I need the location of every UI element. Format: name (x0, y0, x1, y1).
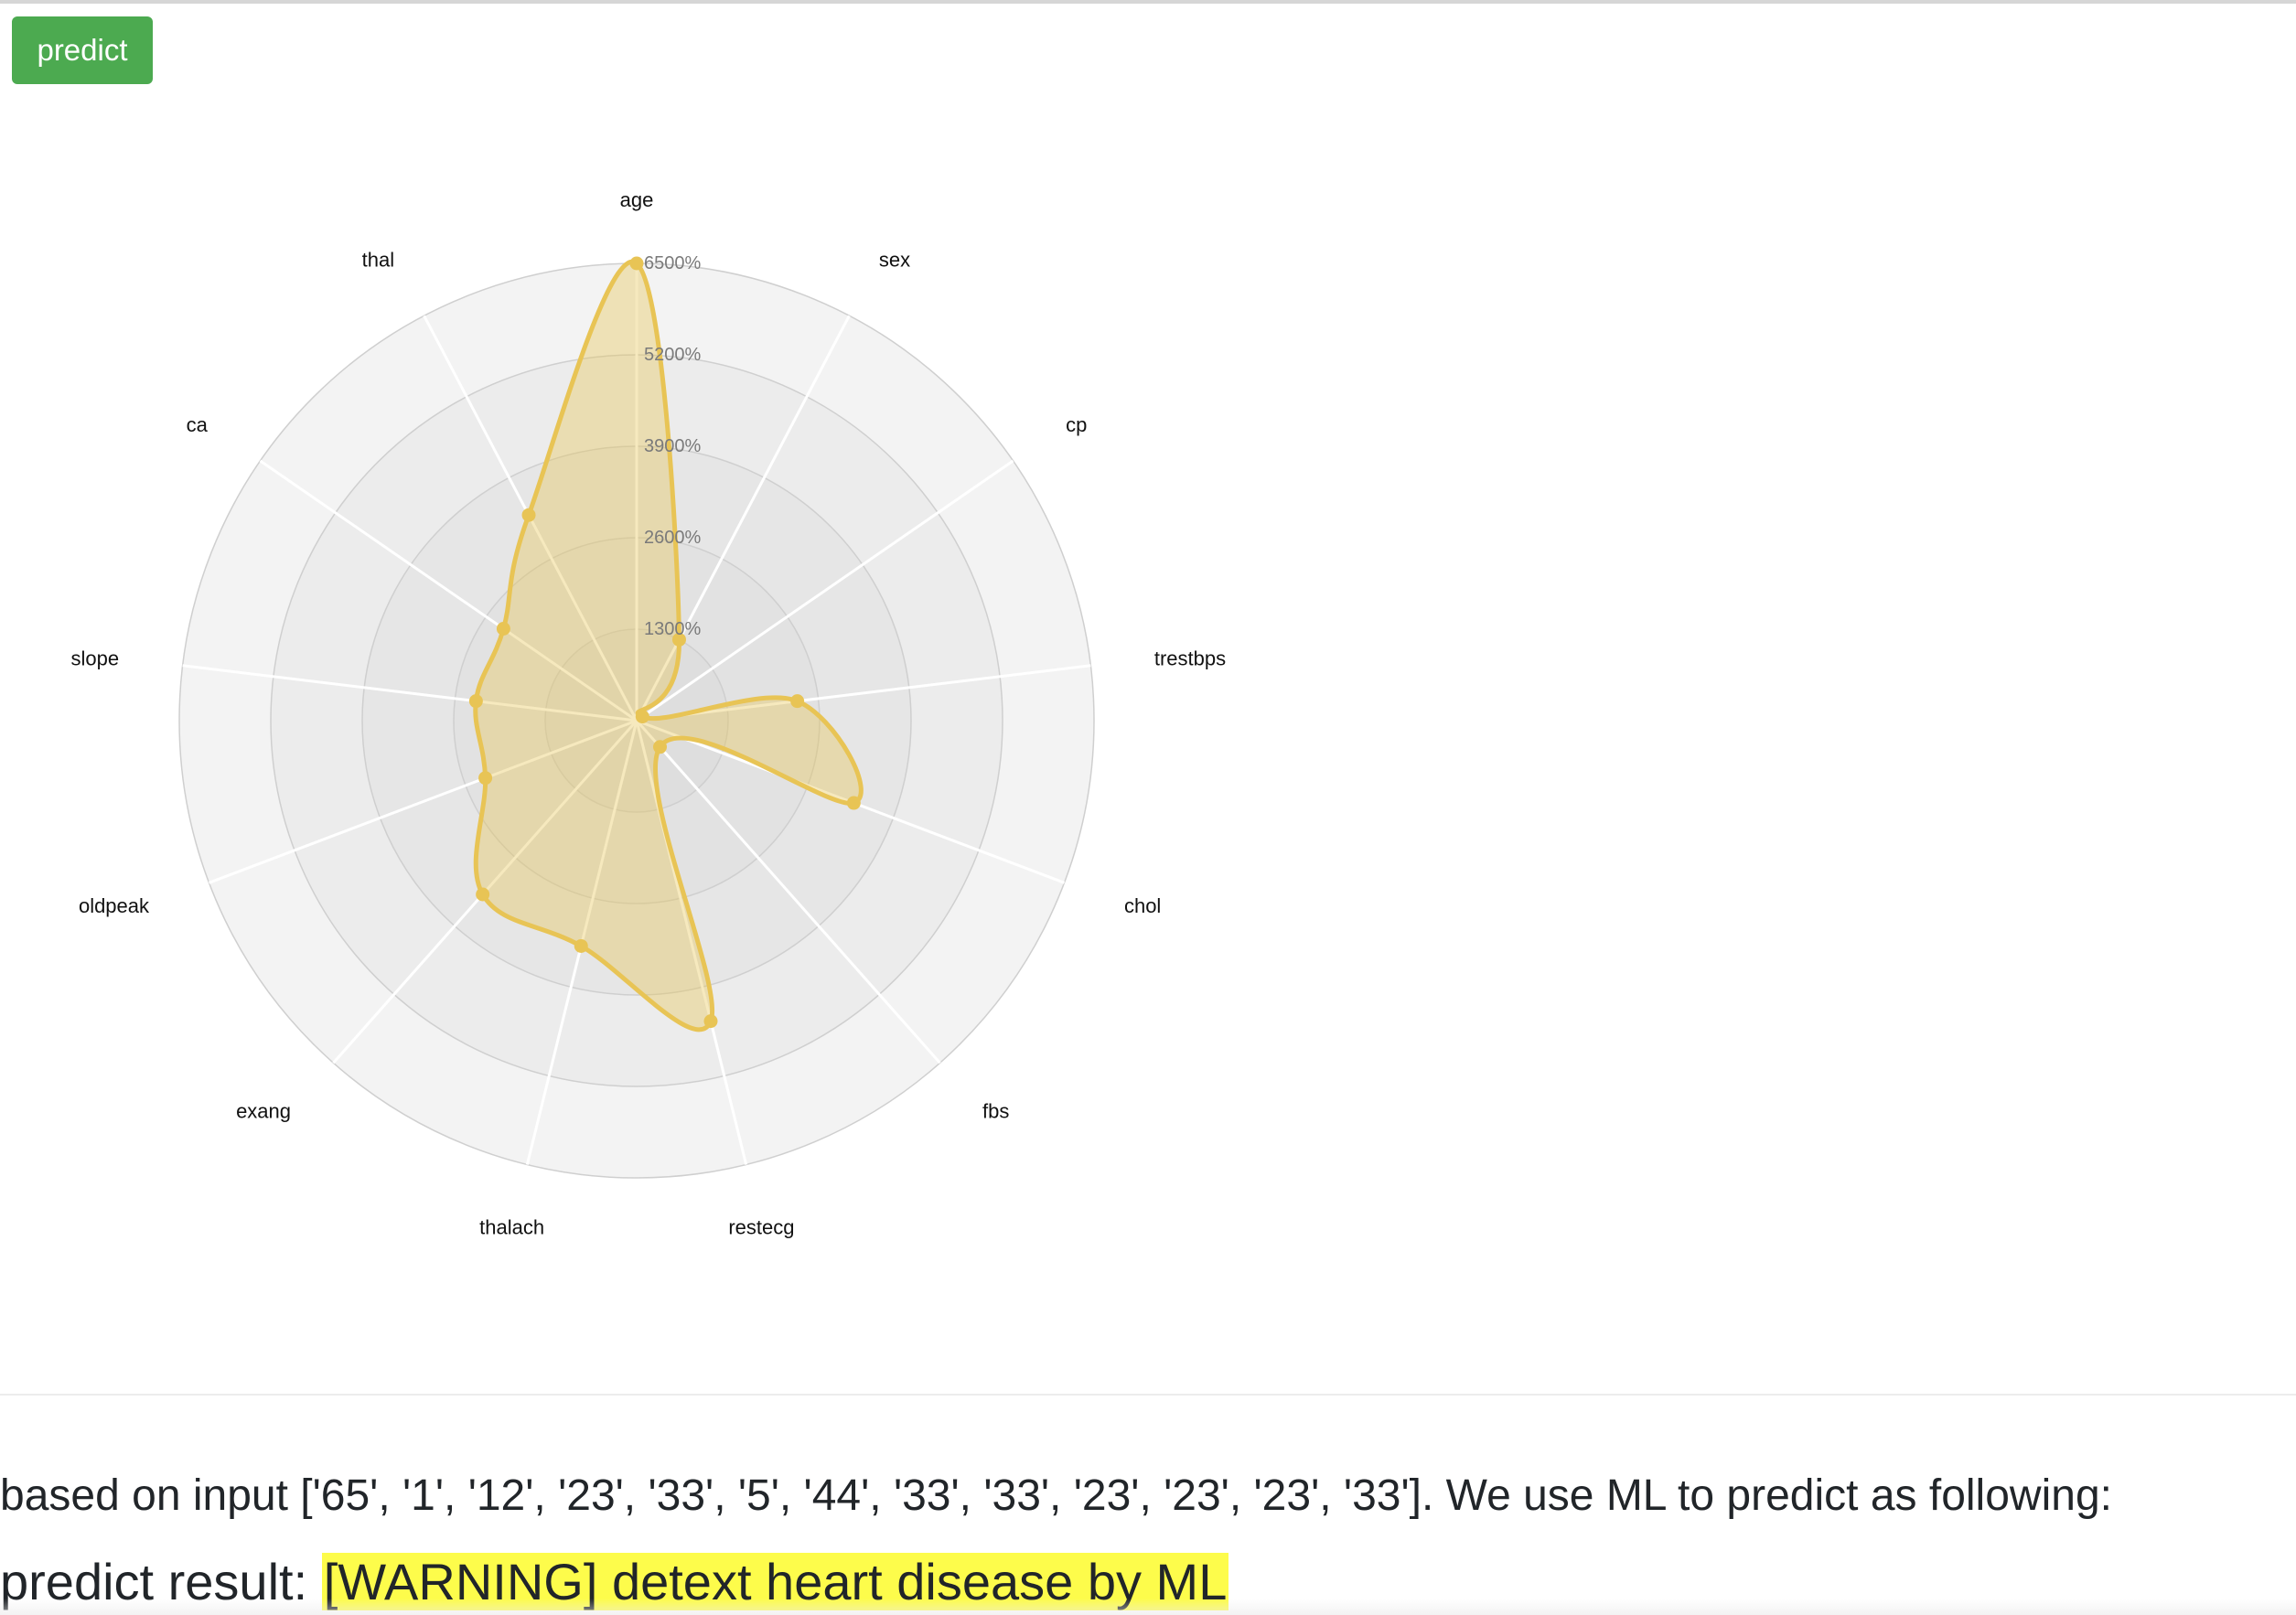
input-summary: based on input ['65', '1', '12', '23', '… (0, 1471, 2112, 1520)
data-point-restecg (703, 1014, 718, 1029)
tick-label: 5200% (644, 345, 701, 365)
tick-label: 3900% (644, 436, 701, 456)
radar-series (468, 256, 864, 1032)
axis-label-slope: slope (71, 647, 120, 669)
tick-label: 2600% (644, 528, 701, 548)
tick-label: 6500% (644, 253, 701, 273)
data-point-sex (671, 632, 686, 647)
axis-label-trestbps: trestbps (1154, 647, 1226, 669)
top-divider (0, 0, 2296, 4)
radar-spoke (636, 664, 1091, 722)
axis-label-thal: thal (362, 248, 394, 271)
axis-label-chol: chol (1124, 894, 1161, 917)
data-point-ca (496, 621, 510, 636)
radar-spoke (182, 664, 638, 722)
data-point-oldpeak (478, 771, 493, 786)
data-point-chol (846, 796, 861, 810)
axis-label-restecg: restecg (728, 1215, 794, 1238)
predict-button[interactable]: predict (12, 16, 153, 84)
radar-spoke (208, 719, 638, 884)
radar-spoke (636, 459, 1014, 722)
axis-label-age: age (620, 188, 654, 211)
radar-axis-labels: age sex cp trestbps chol fbs restecg thalach exa… (71, 188, 1227, 1238)
data-point-thalach (574, 938, 588, 953)
data-point-slope (468, 694, 483, 709)
axis-label-oldpeak: oldpeak (79, 894, 150, 917)
radar-spoke (635, 315, 851, 722)
data-point-age (629, 256, 644, 271)
section-divider (0, 1394, 2296, 1396)
bottom-edge (0, 1599, 2296, 1615)
tick-label: 1300% (644, 619, 701, 639)
radar-tick-labels: 1300% 2600% 3900% 5200% 6500% (644, 253, 701, 639)
radar-spoke (635, 720, 941, 1064)
data-point-thal (521, 508, 536, 522)
radar-spokes (182, 263, 1091, 1165)
axis-label-ca: ca (187, 413, 209, 436)
axis-label-cp: cp (1066, 413, 1087, 436)
axis-label-fbs: fbs (982, 1100, 1009, 1123)
data-point-cp (635, 710, 649, 724)
data-point-trestbps (790, 694, 805, 709)
data-point-exang (476, 887, 490, 902)
radar-spoke (259, 459, 638, 722)
axis-label-exang: exang (236, 1100, 291, 1123)
radar-chart: 1300% 2600% 3900% 5200% 6500% age sex cp trestb… (71, 188, 1227, 1238)
data-point-fbs (653, 740, 668, 754)
radar-spoke (635, 720, 748, 1165)
axis-label-sex: sex (879, 248, 910, 271)
axis-label-thalach: thalach (479, 1215, 544, 1238)
